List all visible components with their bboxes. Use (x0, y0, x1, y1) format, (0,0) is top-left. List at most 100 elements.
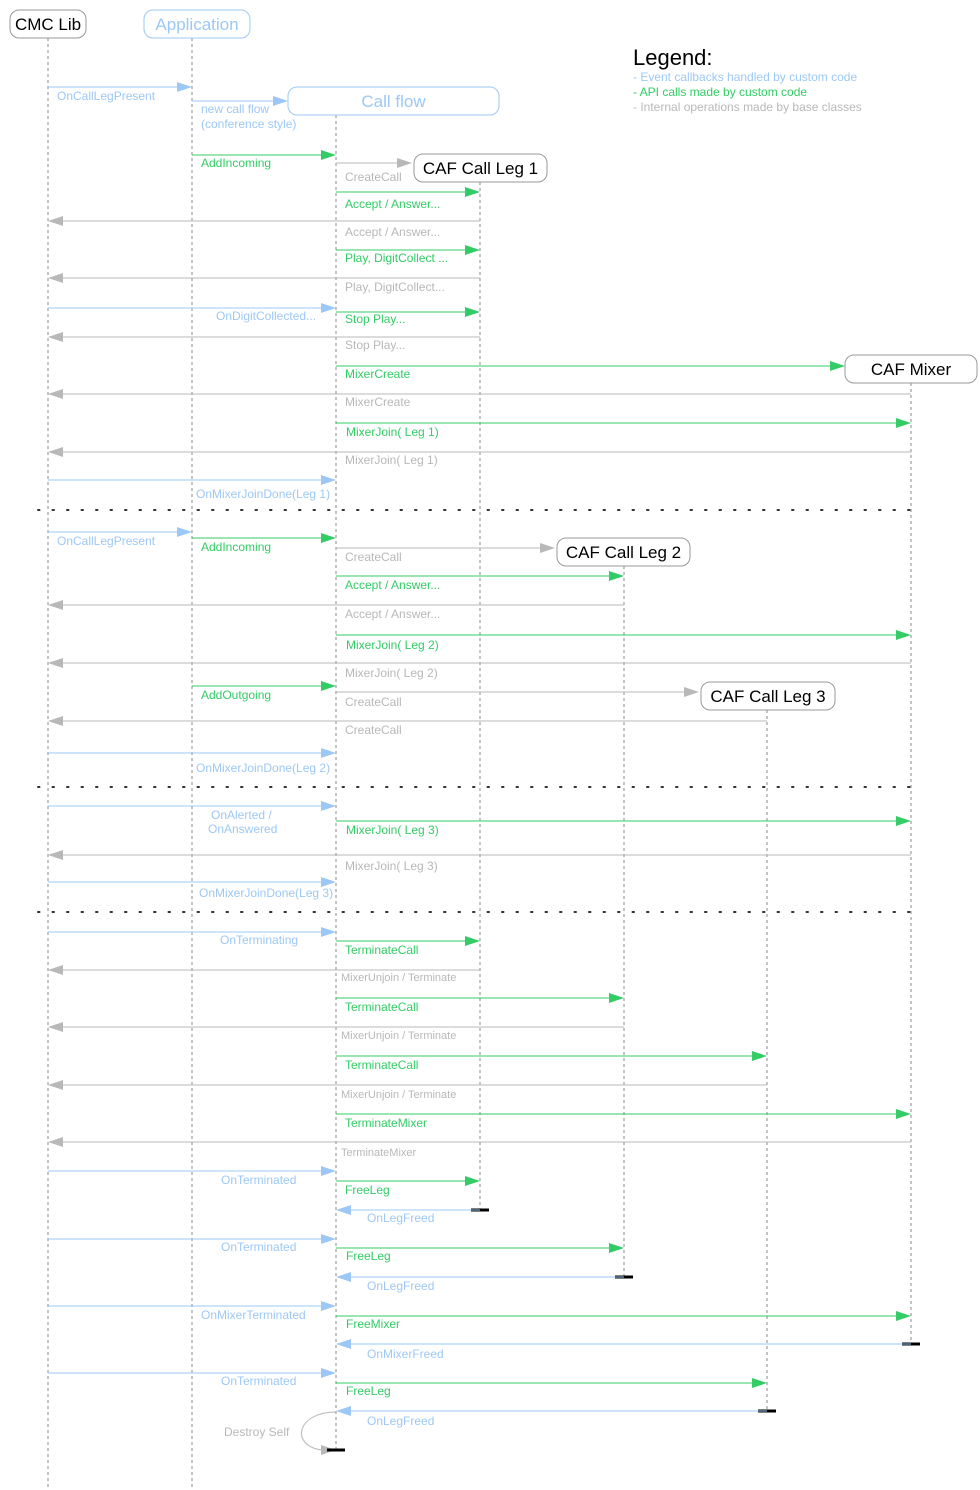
message-label: OnCallLegPresent (57, 89, 156, 103)
arrowhead-icon (321, 303, 336, 313)
arrowhead-icon (465, 245, 480, 255)
arrowhead-icon (465, 307, 480, 317)
arrowhead-icon (321, 681, 336, 691)
arrowhead-icon (48, 273, 63, 283)
arrowhead-icon (336, 1272, 351, 1282)
message-label: MixerCreate (345, 367, 411, 381)
message-label: OnLegFreed (367, 1279, 434, 1293)
participant-label-leg2: CAF Call Leg 2 (566, 543, 681, 562)
message-label: MixerUnjoin / Terminate (341, 1089, 456, 1101)
message-label: OnCallLegPresent (57, 534, 156, 548)
arrowhead-icon (321, 1301, 336, 1311)
message-label: Destroy Self (224, 1425, 290, 1439)
message-label: MixerCreate (345, 395, 411, 409)
arrowhead-icon (48, 716, 63, 726)
arrowhead-icon (48, 1080, 63, 1090)
participant-box-cmc (9, 9, 87, 39)
message-label: Play, DigitCollect... (345, 280, 445, 294)
participant-box-leg3 (700, 681, 836, 711)
participant-box-app (143, 9, 251, 39)
message-label: OnTerminated (221, 1173, 296, 1187)
arrowhead-icon (48, 1137, 63, 1147)
arrowhead-icon (321, 1166, 336, 1176)
message-label: OnAnswered (208, 822, 277, 836)
message-label: TerminateCall (345, 943, 418, 957)
message-label: Stop Play... (345, 312, 405, 326)
arrowhead-icon (48, 965, 63, 975)
message-label: OnDigitCollected... (216, 309, 316, 323)
arrowhead-icon (540, 543, 555, 553)
arrowhead-icon (321, 877, 336, 887)
arrowhead-icon (896, 1109, 911, 1119)
arrowhead-icon (321, 533, 336, 543)
message-label: AddOutgoing (201, 688, 271, 702)
legend-item-api: - API calls made by custom code (633, 85, 807, 99)
message-label: TerminateCall (345, 1058, 418, 1072)
arrowhead-icon (321, 927, 336, 937)
message-label: OnTerminated (221, 1240, 296, 1254)
arrowhead-icon (896, 418, 911, 428)
message-label: new call flow (201, 102, 269, 116)
message-label: AddIncoming (201, 540, 271, 554)
arrowhead-icon (48, 216, 63, 226)
arrowhead-icon (896, 630, 911, 640)
arrowhead-icon (48, 389, 63, 399)
message-label: MixerJoin( Leg 1) (346, 425, 439, 439)
message-label: TerminateCall (345, 1000, 418, 1014)
arrowhead-icon (609, 571, 624, 581)
arrowhead-icon (896, 816, 911, 826)
participant-box-leg2 (556, 537, 691, 567)
arrowhead-icon (48, 600, 63, 610)
arrowhead-icon (48, 447, 63, 457)
message-label: OnMixerFreed (367, 1347, 444, 1361)
arrowhead-icon (465, 936, 480, 946)
arrowhead-icon (48, 332, 63, 342)
arrowhead-icon (465, 187, 480, 197)
arrowhead-icon (273, 96, 288, 106)
arrowhead-icon (177, 82, 192, 92)
arrowhead-icon (321, 801, 336, 811)
arrowhead-icon (830, 361, 845, 371)
message-label: OnMixerJoinDone(Leg 2) (196, 761, 330, 775)
arrowhead-icon (321, 1234, 336, 1244)
message-label: OnTerminating (220, 933, 298, 947)
arrowhead-icon (336, 1205, 351, 1215)
legend-item-callback: - Event callbacks handled by custom code (633, 70, 857, 84)
participant-label-leg3: CAF Call Leg 3 (710, 687, 825, 706)
participant-label-app: Application (155, 15, 238, 34)
message-label: Play, DigitCollect ... (345, 251, 448, 265)
arrowhead-icon (321, 475, 336, 485)
message-label: FreeMixer (346, 1317, 400, 1331)
participant-box-leg1 (413, 153, 548, 183)
message-label: Accept / Answer... (345, 607, 440, 621)
message-label: MixerJoin( Leg 2) (346, 638, 439, 652)
arrowhead-icon (48, 850, 63, 860)
message-label: MixerUnjoin / Terminate (341, 972, 456, 984)
message-label: Accept / Answer... (345, 197, 440, 211)
message-label: FreeLeg (346, 1384, 391, 1398)
arrowhead-icon (609, 993, 624, 1003)
message-label: MixerJoin( Leg 3) (346, 823, 439, 837)
message-label: OnTerminated (221, 1374, 296, 1388)
arrowhead-icon (752, 1378, 767, 1388)
message-label: OnAlerted / (211, 808, 272, 822)
arrowhead-icon (321, 1368, 336, 1378)
arrowhead-icon (336, 1339, 351, 1349)
message-label: CreateCall (345, 550, 402, 564)
message-label: OnMixerJoinDone(Leg 3) (199, 886, 333, 900)
message-label: CreateCall (345, 170, 402, 184)
message-label: FreeLeg (346, 1249, 391, 1263)
message-label: CreateCall (345, 695, 402, 709)
message-label: AddIncoming (201, 156, 271, 170)
arrowhead-icon (336, 1406, 351, 1416)
arrowhead-icon (752, 1051, 767, 1061)
arrowhead-icon (609, 1243, 624, 1253)
message-label: OnMixerTerminated (201, 1308, 306, 1322)
message-label: OnMixerJoinDone(Leg 1) (196, 487, 330, 501)
message-label: Accept / Answer... (345, 578, 440, 592)
message-label: MixerJoin( Leg 1) (345, 453, 438, 467)
arrowhead-icon (321, 748, 336, 758)
participant-label-mixer: CAF Mixer (871, 360, 952, 379)
arrowhead-icon (48, 658, 63, 668)
